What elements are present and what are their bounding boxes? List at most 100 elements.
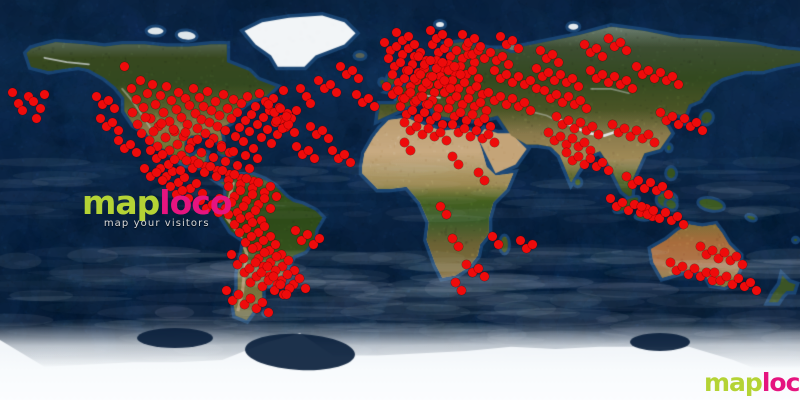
visitor-marker[interactable] (425, 55, 435, 65)
visitor-marker[interactable] (186, 137, 196, 147)
visitor-marker[interactable] (479, 113, 489, 123)
visitor-marker[interactable] (450, 277, 460, 287)
visitor-marker[interactable] (433, 79, 443, 89)
visitor-marker[interactable] (513, 101, 523, 111)
visitor-marker[interactable] (171, 189, 181, 199)
visitor-marker[interactable] (427, 95, 437, 105)
visitor-marker[interactable] (247, 189, 257, 199)
visitor-marker[interactable] (647, 211, 657, 221)
visitor-marker[interactable] (557, 119, 567, 129)
visitor-marker[interactable] (439, 75, 449, 85)
visitor-marker[interactable] (495, 31, 505, 41)
visitor-marker[interactable] (206, 105, 216, 115)
visitor-marker[interactable] (597, 157, 607, 167)
visitor-marker[interactable] (445, 51, 455, 61)
visitor-marker[interactable] (347, 65, 357, 75)
visitor-marker[interactable] (179, 172, 189, 182)
visitor-marker[interactable] (269, 285, 279, 295)
visitor-marker[interactable] (275, 103, 285, 113)
visitor-marker[interactable] (305, 98, 315, 108)
visitor-marker[interactable] (609, 71, 619, 81)
visitor-marker[interactable] (641, 203, 651, 213)
visitor-marker[interactable] (579, 159, 589, 169)
visitor-marker[interactable] (166, 95, 176, 105)
visitor-marker[interactable] (319, 83, 329, 93)
visitor-marker[interactable] (199, 167, 209, 177)
visitor-marker[interactable] (423, 123, 433, 133)
visitor-marker[interactable] (245, 277, 255, 287)
visitor-marker[interactable] (433, 103, 443, 113)
visitor-marker[interactable] (507, 77, 517, 87)
visitor-marker[interactable] (461, 115, 471, 125)
visitor-marker[interactable] (276, 114, 286, 124)
visitor-marker[interactable] (489, 95, 499, 105)
visitor-marker[interactable] (158, 107, 168, 117)
visitor-marker[interactable] (423, 99, 433, 109)
visitor-marker[interactable] (164, 145, 174, 155)
visitor-marker[interactable] (113, 135, 123, 145)
visitor-marker[interactable] (283, 119, 293, 129)
visitor-marker[interactable] (449, 67, 459, 77)
visitor-marker[interactable] (483, 129, 493, 139)
visitor-marker[interactable] (615, 79, 625, 89)
visitor-marker[interactable] (445, 95, 455, 105)
visitor-marker[interactable] (467, 65, 477, 75)
visitor-marker[interactable] (737, 259, 747, 269)
visitor-marker[interactable] (443, 59, 453, 69)
visitor-marker[interactable] (447, 119, 457, 129)
visitor-marker[interactable] (543, 67, 553, 77)
visitor-marker[interactable] (575, 95, 585, 105)
visitor-marker[interactable] (173, 87, 183, 97)
visitor-marker[interactable] (160, 132, 170, 142)
visitor-marker[interactable] (621, 45, 631, 55)
visitor-marker[interactable] (91, 91, 101, 101)
visitor-marker[interactable] (485, 47, 495, 57)
visitor-marker[interactable] (435, 71, 445, 81)
visitor-marker[interactable] (278, 85, 288, 95)
visitor-marker[interactable] (228, 146, 238, 156)
visitor-marker[interactable] (240, 115, 250, 125)
visitor-marker[interactable] (172, 139, 182, 149)
visitor-marker[interactable] (193, 158, 203, 168)
visitor-marker[interactable] (465, 131, 475, 141)
visitor-marker[interactable] (579, 137, 589, 147)
visitor-marker[interactable] (295, 83, 305, 93)
visitor-marker[interactable] (202, 86, 212, 96)
visitor-marker[interactable] (156, 118, 166, 128)
visitor-marker[interactable] (263, 275, 273, 285)
visitor-marker[interactable] (449, 111, 459, 121)
visitor-marker[interactable] (643, 65, 653, 75)
visitor-marker[interactable] (210, 96, 220, 106)
visitor-marker[interactable] (393, 77, 403, 87)
visitor-marker[interactable] (232, 160, 242, 170)
visitor-marker[interactable] (457, 29, 467, 39)
visitor-marker[interactable] (351, 89, 361, 99)
visitor-marker[interactable] (611, 201, 621, 211)
visitor-marker[interactable] (437, 29, 447, 39)
visitor-marker[interactable] (277, 261, 287, 271)
visitor-marker[interactable] (489, 137, 499, 147)
visitor-marker[interactable] (187, 163, 197, 173)
visitor-marker[interactable] (435, 201, 445, 211)
visitor-marker[interactable] (173, 177, 183, 187)
visitor-marker[interactable] (205, 161, 215, 171)
visitor-marker[interactable] (194, 92, 204, 102)
visitor-marker[interactable] (667, 71, 677, 81)
visitor-marker[interactable] (519, 97, 529, 107)
visitor-marker[interactable] (144, 135, 154, 145)
visitor-marker[interactable] (246, 231, 256, 241)
visitor-marker[interactable] (241, 173, 251, 183)
visitor-marker[interactable] (443, 103, 453, 113)
visitor-marker[interactable] (473, 167, 483, 177)
visitor-marker[interactable] (401, 109, 411, 119)
visitor-marker[interactable] (222, 103, 232, 113)
visitor-marker[interactable] (721, 271, 731, 281)
visitor-marker[interactable] (475, 41, 485, 51)
visitor-marker[interactable] (603, 33, 613, 43)
visitor-marker[interactable] (471, 125, 481, 135)
visitor-marker[interactable] (547, 49, 557, 59)
visitor-marker[interactable] (327, 145, 337, 155)
visitor-marker[interactable] (465, 85, 475, 95)
visitor-marker[interactable] (441, 135, 451, 145)
visitor-marker[interactable] (663, 189, 673, 199)
